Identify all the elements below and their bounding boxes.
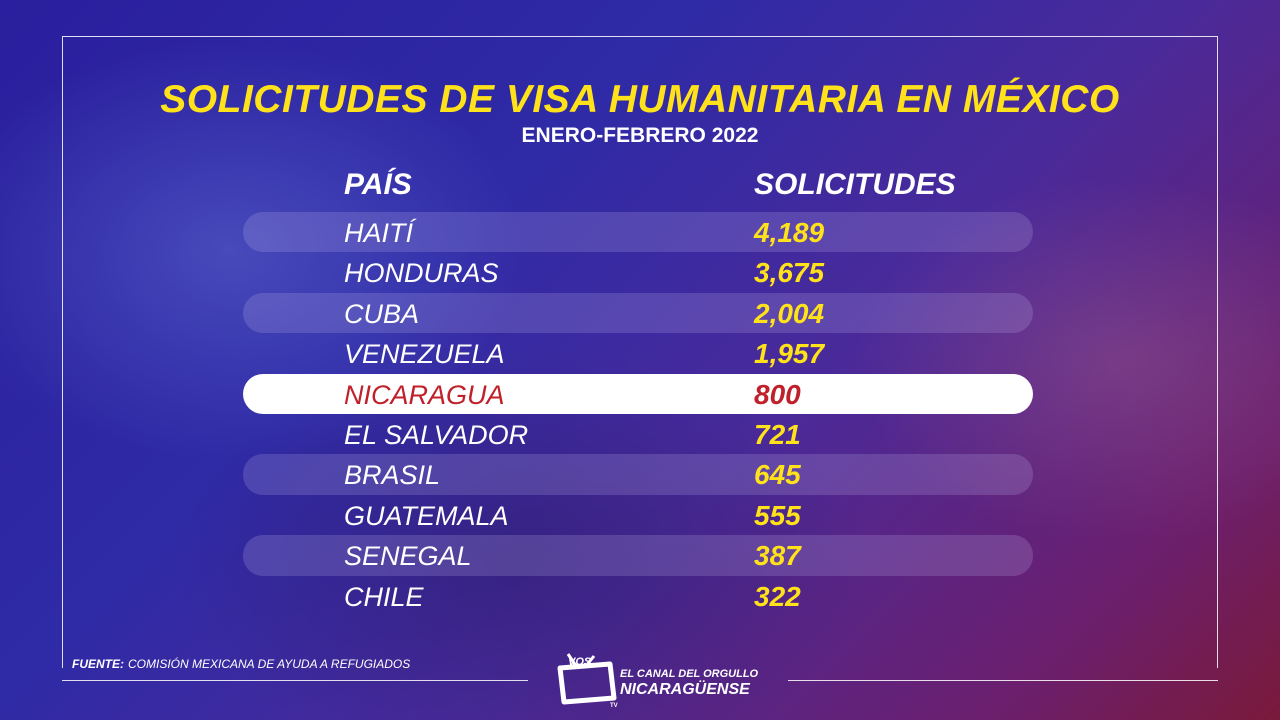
row-country: HONDURAS xyxy=(344,258,499,289)
source-label: FUENTE: xyxy=(72,657,124,671)
table-body: HAITÍ 4,189 HONDURAS 3,675 CUBA 2,004 VE… xyxy=(243,212,1033,616)
table-row: GUATEMALA 555 xyxy=(243,495,1033,535)
chart-title: SOLICITUDES DE VISA HUMANITARIA EN MÉXIC… xyxy=(160,78,1120,121)
table-row: EL SALVADOR 721 xyxy=(243,414,1033,454)
row-country: CHILE xyxy=(344,581,424,612)
row-count: 800 xyxy=(754,378,801,410)
row-count: 322 xyxy=(754,580,801,612)
row-count: 645 xyxy=(754,459,801,491)
logo-suffix-text: TV xyxy=(610,703,618,708)
frame-border xyxy=(62,36,1218,668)
tv-logo-icon: VOS TV xyxy=(557,653,618,708)
source-text: COMISIÓN MEXICANA DE AYUDA A REFUGIADOS xyxy=(128,657,411,671)
logo-tagline: EL CANAL DEL ORGULLO NICARAGÜENSE xyxy=(620,668,758,698)
source-note: FUENTE: COMISIÓN MEXICANA DE AYUDA A REFU… xyxy=(72,657,410,671)
row-country: VENEZUELA xyxy=(344,339,505,370)
table-row: HONDURAS 3,675 xyxy=(243,252,1033,292)
row-count: 387 xyxy=(754,540,801,572)
brand-logo: VOS TV EL CANAL DEL ORGULLO NICARAGÜENSE xyxy=(556,646,761,712)
logo-brand-text: VOS xyxy=(568,656,592,668)
table-row: HAITÍ 4,189 xyxy=(243,212,1033,253)
row-country: CUBA xyxy=(344,298,420,329)
row-country: EL SALVADOR xyxy=(344,419,529,450)
row-country: SENEGAL xyxy=(344,541,472,572)
row-count: 555 xyxy=(754,499,801,531)
row-count: 1,957 xyxy=(754,338,825,370)
column-header-requests: SOLICITUDES xyxy=(754,168,956,201)
column-header-country: PAÍS xyxy=(344,168,412,201)
table-row: VENEZUELA 1,957 xyxy=(243,333,1033,373)
table-row-highlighted: NICARAGUA 800 xyxy=(243,373,1033,414)
row-count: 4,189 xyxy=(754,217,825,248)
row-count: 3,675 xyxy=(754,257,825,289)
frame-bottom-left-line xyxy=(62,680,528,681)
row-country: GUATEMALA xyxy=(344,500,509,531)
row-country: BRASIL xyxy=(344,460,441,491)
table-row: CHILE 322 xyxy=(243,576,1033,616)
logo-tagline-big: NICARAGÜENSE xyxy=(620,681,750,698)
row-country: HAITÍ xyxy=(344,218,414,248)
row-count: 2,004 xyxy=(754,297,825,329)
row-country: NICARAGUA xyxy=(344,379,505,410)
table-row: SENEGAL 387 xyxy=(243,535,1033,576)
table-row: CUBA 2,004 xyxy=(243,292,1033,334)
chart-subtitle: ENERO-FEBRERO 2022 xyxy=(521,124,759,147)
frame-bottom-right-line xyxy=(788,680,1218,681)
logo-tagline-small: EL CANAL DEL ORGULLO xyxy=(620,668,759,680)
table-row: BRASIL 645 xyxy=(243,454,1033,495)
row-count: 721 xyxy=(754,418,801,450)
